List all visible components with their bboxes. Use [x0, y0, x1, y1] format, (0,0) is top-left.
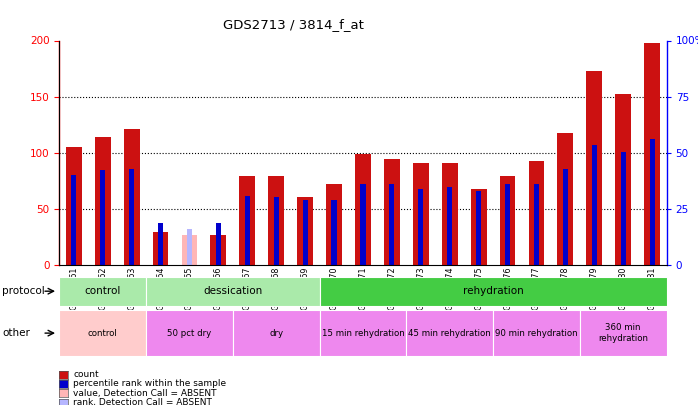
Bar	[621, 152, 626, 265]
Text: rehydration: rehydration	[463, 286, 524, 296]
Text: value, Detection Call = ABSENT: value, Detection Call = ABSENT	[73, 389, 217, 398]
Text: 15 min rehydration: 15 min rehydration	[322, 328, 404, 338]
Bar	[95, 137, 111, 265]
Bar	[274, 197, 279, 265]
Bar	[181, 235, 198, 265]
Bar	[500, 177, 516, 265]
Text: 90 min rehydration: 90 min rehydration	[495, 328, 578, 338]
Bar	[297, 197, 313, 265]
Bar	[239, 177, 255, 265]
Bar	[558, 133, 573, 265]
Text: 45 min rehydration: 45 min rehydration	[408, 328, 491, 338]
Bar	[418, 189, 424, 265]
Text: count: count	[73, 370, 99, 379]
Bar	[158, 223, 163, 265]
Bar	[413, 163, 429, 265]
Bar	[476, 191, 481, 265]
Bar	[355, 154, 371, 265]
Text: dessication: dessication	[203, 286, 262, 296]
Bar	[528, 161, 544, 265]
Bar	[245, 196, 250, 265]
Bar	[470, 189, 487, 265]
Bar	[210, 235, 226, 265]
Bar	[384, 158, 400, 265]
Bar	[592, 145, 597, 265]
Bar	[326, 184, 342, 265]
Bar	[187, 229, 192, 265]
Bar	[442, 163, 458, 265]
Bar	[129, 168, 134, 265]
Bar	[615, 94, 631, 265]
Text: percentile rank within the sample: percentile rank within the sample	[73, 379, 226, 388]
Bar	[650, 139, 655, 265]
Text: other: other	[2, 328, 30, 338]
Bar	[66, 147, 82, 265]
Text: protocol: protocol	[2, 286, 45, 296]
Text: rank, Detection Call = ABSENT: rank, Detection Call = ABSENT	[73, 398, 212, 405]
Text: GDS2713 / 3814_f_at: GDS2713 / 3814_f_at	[223, 18, 364, 31]
Text: control: control	[84, 286, 121, 296]
Text: 360 min
rehydration: 360 min rehydration	[598, 324, 648, 343]
Bar	[216, 223, 221, 265]
Bar	[644, 43, 660, 265]
Text: dry: dry	[269, 328, 283, 338]
Bar	[124, 129, 140, 265]
Bar	[505, 184, 510, 265]
Bar	[389, 184, 394, 265]
Bar	[153, 232, 168, 265]
Bar	[586, 71, 602, 265]
Text: control: control	[88, 328, 117, 338]
Bar	[268, 177, 284, 265]
Bar	[447, 187, 452, 265]
Bar	[302, 200, 308, 265]
Text: 50 pct dry: 50 pct dry	[168, 328, 211, 338]
Bar	[71, 175, 76, 265]
Bar	[332, 200, 336, 265]
Bar	[100, 170, 105, 265]
Bar	[563, 168, 568, 265]
Bar	[360, 184, 366, 265]
Bar	[534, 184, 539, 265]
